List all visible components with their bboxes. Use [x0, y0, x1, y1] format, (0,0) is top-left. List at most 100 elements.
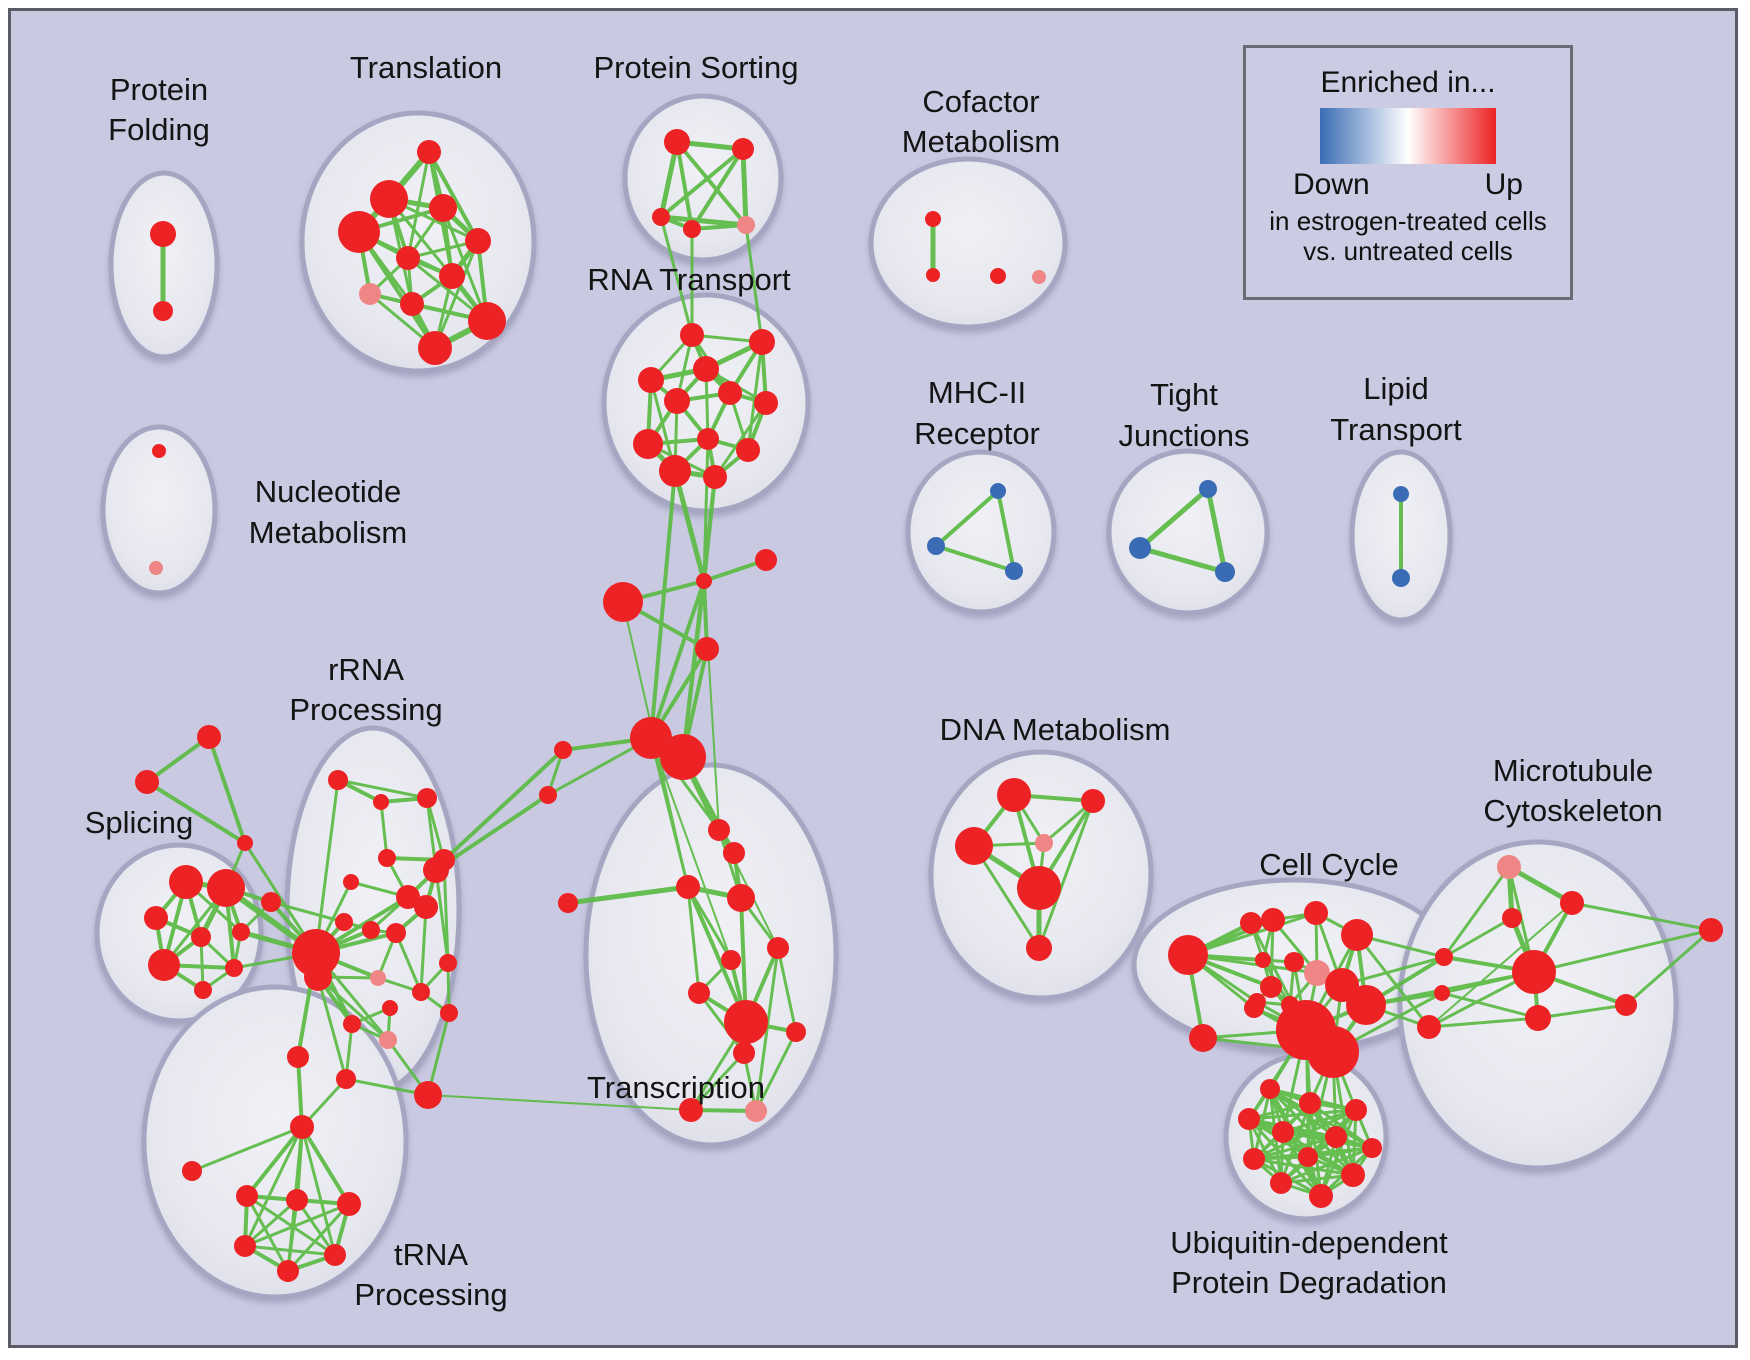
- cluster-ellipse-cofactor-metabolism: [868, 156, 1068, 330]
- gene-set-node-translation: [400, 292, 424, 316]
- gene-set-node-central-connectors: [696, 573, 712, 589]
- gene-set-node-rrna-processing: [382, 1000, 398, 1016]
- cluster-label-trna-processing: tRNA: [394, 1237, 468, 1272]
- gene-set-node-translation: [418, 331, 452, 365]
- edge-trna-processing: [286, 1202, 351, 1273]
- gene-set-node-protein-sorting: [683, 220, 701, 238]
- cluster-ellipse-protein-sorting: [622, 93, 784, 263]
- edge-ubiquitin-degradation: [1279, 1173, 1355, 1185]
- edge-trna-processing: [243, 1198, 299, 1248]
- cluster-ellipse-transcription: [583, 762, 839, 1148]
- cluster-label-microtubule-cytoskeleton: Microtubule: [1493, 753, 1653, 788]
- legend-caption-line1: in estrogen-treated cells: [1269, 206, 1547, 236]
- gene-set-node-protein-sorting: [732, 138, 754, 160]
- gene-set-node-splicing: [207, 869, 245, 907]
- gene-set-node-rrna-processing: [362, 921, 380, 939]
- gene-set-node-transcription: [676, 875, 700, 899]
- legend-gradient-bar: [1320, 108, 1496, 164]
- edge-free-triangle: [145, 735, 211, 784]
- edge-microtubule-cytoskeleton: [1624, 928, 1713, 1007]
- gene-set-node-nucleotide-metabolism: [149, 561, 163, 575]
- gene-set-node-ubiquitin-degradation: [1345, 1099, 1367, 1121]
- gene-set-node-translation: [429, 194, 457, 222]
- edge-transcription: [686, 885, 748, 1024]
- edge-microtubule-cytoskeleton: [1532, 928, 1713, 974]
- gene-set-node-translation: [359, 283, 381, 305]
- gene-set-node-cell-cycle: [1168, 935, 1208, 975]
- gene-set-node-rna-transport: [659, 455, 691, 487]
- cluster-label-rna-transport: RNA Transport: [587, 262, 791, 297]
- edge-free-triangle: [145, 780, 247, 845]
- edge-rr-tn: [245, 1125, 304, 1198]
- gene-set-node-cell-cycle: [1304, 960, 1330, 986]
- gene-set-node-microtubule-cytoskeleton: [1560, 891, 1584, 915]
- cluster-label-splicing: Splicing: [85, 805, 194, 840]
- gene-set-node-central-connectors: [539, 786, 557, 804]
- cluster-label-tight-junctions: Tight: [1150, 377, 1218, 412]
- edge-mhc2-receptor: [934, 489, 1000, 548]
- gene-set-node-transcription: [721, 950, 741, 970]
- gene-set-node-rrna-processing: [335, 913, 353, 931]
- gene-set-node-microtubule-cytoskeleton: [1699, 918, 1723, 942]
- gene-set-node-trna-processing: [234, 1235, 256, 1257]
- gene-set-node-transcription: [688, 982, 710, 1004]
- edge-transcription: [754, 946, 780, 1113]
- gene-set-node-cell-cycle: [1244, 998, 1264, 1018]
- gene-set-node-dna-metabolism: [1026, 935, 1052, 961]
- edge-rr-tn: [300, 1125, 351, 1206]
- gene-set-node-free-triangle: [197, 725, 221, 749]
- gene-set-node-trna-processing: [182, 1161, 202, 1181]
- gene-set-node-central-connectors: [603, 582, 643, 622]
- gene-set-node-tight-junctions: [1199, 480, 1217, 498]
- gene-set-node-rna-transport: [718, 381, 742, 405]
- edge-tight-junctions: [1137, 486, 1211, 551]
- edge-microtubule-cytoskeleton: [1570, 901, 1713, 932]
- gene-set-node-splicing: [148, 949, 180, 981]
- cluster-label-trna-processing: Processing: [354, 1277, 507, 1312]
- edge-cc-mt: [1364, 970, 1536, 1007]
- gene-set-node-central-connectors: [695, 637, 719, 661]
- cluster-label-protein-folding: Folding: [108, 112, 210, 147]
- edge-translation: [427, 150, 480, 243]
- cluster-label-transcription: Transcription: [587, 1070, 765, 1105]
- gene-set-node-protein-sorting: [664, 129, 690, 155]
- cluster-label-lipid-transport: Lipid: [1363, 371, 1429, 406]
- cluster-label-tight-junctions: Junctions: [1119, 418, 1250, 453]
- gene-set-node-splicing: [232, 923, 250, 941]
- gene-set-node-splicing: [144, 906, 168, 930]
- gene-set-node-central-connectors: [755, 549, 777, 571]
- legend-up-label: Up: [1484, 168, 1523, 201]
- gene-set-node-rrna-processing: [378, 849, 396, 867]
- gene-set-node-rna-transport: [736, 438, 760, 462]
- edge-transcription: [686, 885, 701, 995]
- edge-dna-metabolism: [1037, 799, 1095, 950]
- gene-set-node-mhc2-receptor: [990, 483, 1006, 499]
- gene-set-node-mhc2-receptor: [927, 537, 945, 555]
- cluster-label-rrna-processing: rRNA: [328, 652, 404, 687]
- gene-set-node-rrna-processing: [414, 1081, 442, 1109]
- gene-set-node-rrna-processing: [343, 874, 359, 890]
- edge-microtubule-cytoskeleton: [1506, 864, 1575, 906]
- cluster-label-ubiquitin-degradation: Ubiquitin-dependent: [1170, 1225, 1448, 1260]
- cluster-label-lipid-transport: Transport: [1330, 412, 1462, 447]
- gene-set-node-protein-folding: [150, 221, 176, 247]
- gene-set-node-ubiquitin-degradation: [1260, 1079, 1280, 1099]
- gene-set-node-cell-cycle: [1260, 976, 1282, 998]
- gene-set-node-cell-cycle: [1240, 912, 1262, 934]
- edge-microtubule-cytoskeleton: [1442, 916, 1514, 959]
- edge-rna-transport: [713, 401, 768, 479]
- edge-tn-rr: [190, 1125, 304, 1173]
- gene-set-node-mhc2-receptor: [1005, 562, 1023, 580]
- gene-set-node-central-connectors: [630, 717, 672, 759]
- edge-rt-ct: [672, 468, 707, 584]
- cluster-label-nucleotide-metabolism: Nucleotide: [255, 474, 401, 509]
- edge-rrna-processing: [336, 778, 429, 800]
- gene-set-node-microtubule-cytoskeleton: [1497, 855, 1521, 879]
- gene-set-node-microtubule-cytoskeleton: [1615, 994, 1637, 1016]
- gene-set-node-lipid-transport: [1393, 486, 1409, 502]
- gene-set-node-ubiquitin-degradation: [1238, 1108, 1260, 1130]
- edge-rr-tn: [300, 1125, 337, 1257]
- gene-set-node-cell-cycle: [1417, 1015, 1441, 1039]
- edge-rt-ct: [649, 469, 677, 740]
- edge-ct-tx: [650, 737, 732, 961]
